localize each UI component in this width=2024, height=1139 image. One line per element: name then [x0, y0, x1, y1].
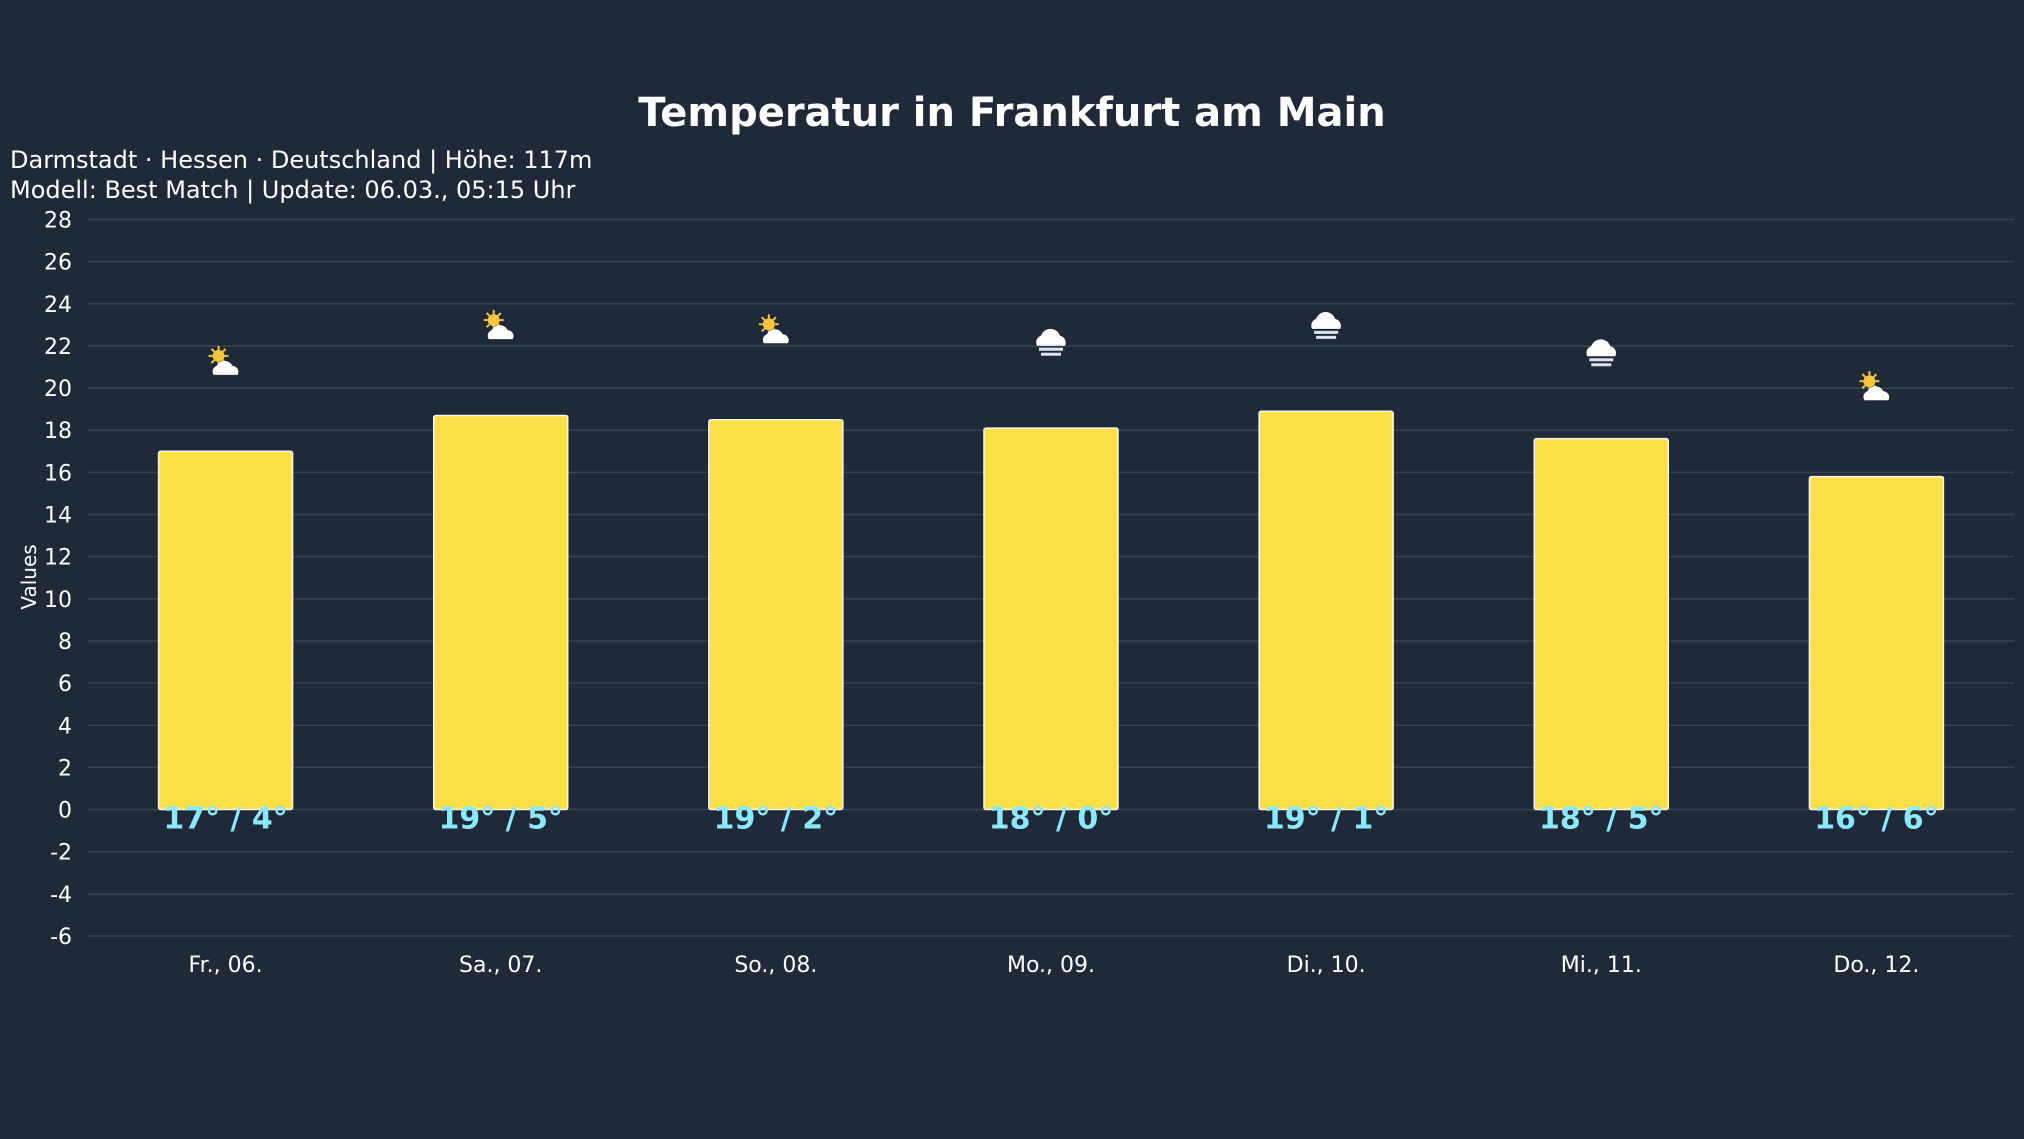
- y-tick-label: -4: [50, 883, 72, 908]
- chart-subtitle-model: Modell: Best Match | Update: 06.03., 05:…: [10, 176, 576, 204]
- chart-title: Temperatur in Frankfurt am Main: [638, 90, 1385, 136]
- data-label: 19° / 1°: [1264, 802, 1388, 837]
- y-tick-label: 22: [44, 335, 72, 360]
- bar: [708, 418, 844, 811]
- data-label: 18° / 0°: [989, 802, 1113, 837]
- y-tick-label: -6: [50, 925, 72, 950]
- bars: [157, 410, 1945, 811]
- sun-ray: [210, 348, 216, 353]
- fog-line: [1316, 335, 1337, 339]
- data-label: 17° / 4°: [163, 802, 287, 837]
- sun-behind-cloud-icon: [208, 345, 239, 375]
- cloud-shape: [1036, 328, 1066, 346]
- x-axis-ticks: Fr., 06. Sa., 07. So., 08. Mo., 09. Di., 10.…: [189, 953, 1920, 978]
- sun-ray: [761, 327, 766, 333]
- data-label: 19° / 5°: [438, 802, 562, 837]
- bar: [1808, 475, 1945, 811]
- fog-line: [1314, 330, 1339, 334]
- y-tick-label: 2: [58, 756, 72, 781]
- y-tick-label: 16: [44, 461, 72, 486]
- y-tick-label: 0: [58, 799, 72, 824]
- cloud-shape: [1586, 339, 1617, 357]
- sun-behind-cloud-icon: [483, 310, 514, 340]
- fog-icon: [1036, 328, 1066, 356]
- x-tick-label: Do., 12.: [1833, 953, 1919, 978]
- sun-ray: [497, 312, 502, 317]
- sun-ray: [772, 316, 777, 321]
- y-tick-label: 24: [44, 293, 72, 318]
- fog-line: [1039, 347, 1063, 351]
- sun-ray: [210, 359, 216, 364]
- bar: [1258, 410, 1394, 811]
- y-tick-label: 14: [44, 504, 72, 529]
- y-tick-label: 12: [44, 546, 72, 571]
- fog-line: [1589, 358, 1614, 362]
- x-tick-label: So., 08.: [734, 953, 817, 978]
- bar: [157, 450, 294, 811]
- bar: [432, 414, 569, 811]
- fog-line: [1041, 352, 1061, 356]
- cloud-shape: [487, 325, 514, 340]
- x-tick-label: Di., 10.: [1287, 953, 1366, 978]
- y-tick-label: 28: [44, 209, 72, 234]
- y-tick-label: 8: [58, 630, 72, 655]
- sun-ray: [1872, 373, 1878, 378]
- sun-ray: [761, 316, 766, 321]
- bar: [1533, 437, 1670, 811]
- y-axis-label: Values: [17, 544, 41, 609]
- y-tick-label: -2: [50, 841, 72, 866]
- sun-disc: [762, 318, 775, 331]
- bar: [983, 427, 1119, 811]
- x-tick-label: Fr., 06.: [189, 953, 263, 978]
- cloud-shape: [1311, 311, 1341, 329]
- sun-ray: [485, 323, 491, 328]
- x-tick-label: Mi., 11.: [1561, 953, 1642, 978]
- sun-disc: [487, 314, 500, 327]
- data-label: 19° / 2°: [714, 802, 838, 837]
- data-label: 16° / 6°: [1814, 802, 1938, 837]
- cloud-shape: [1863, 386, 1890, 401]
- cloud-shape: [762, 329, 789, 344]
- sun-ray: [1861, 384, 1866, 389]
- chart-subtitle-location: Darmstadt · Hessen · Deutschland | Höhe:…: [10, 146, 592, 174]
- y-tick-label: 26: [44, 251, 72, 276]
- sun-ray: [222, 348, 227, 353]
- y-tick-label: 6: [58, 672, 72, 697]
- sun-behind-cloud-icon: [1859, 371, 1890, 401]
- data-labels: 17° / 4° 19° / 5° 19° / 2° 18° / 0° 19° / 1°…: [163, 802, 1938, 837]
- sun-shape: [208, 345, 229, 366]
- y-tick-label: 4: [58, 714, 72, 739]
- data-label: 18° / 5°: [1539, 802, 1663, 837]
- fog-icon: [1311, 311, 1341, 339]
- sun-disc: [1863, 375, 1876, 388]
- x-tick-label: Mo., 09.: [1007, 953, 1095, 978]
- y-tick-label: 20: [44, 377, 72, 402]
- weather-icons: [208, 310, 1890, 401]
- x-tick-label: Sa., 07.: [459, 953, 542, 978]
- sun-ray: [1861, 373, 1866, 378]
- y-tick-label: 10: [44, 588, 72, 613]
- sun-ray: [485, 312, 491, 317]
- y-tick-label: 18: [44, 419, 72, 444]
- sun-behind-cloud-icon: [758, 314, 789, 344]
- cloud-shape: [212, 361, 239, 375]
- fog-line: [1591, 363, 1612, 367]
- fog-icon: [1586, 339, 1617, 367]
- sun-disc: [212, 349, 225, 362]
